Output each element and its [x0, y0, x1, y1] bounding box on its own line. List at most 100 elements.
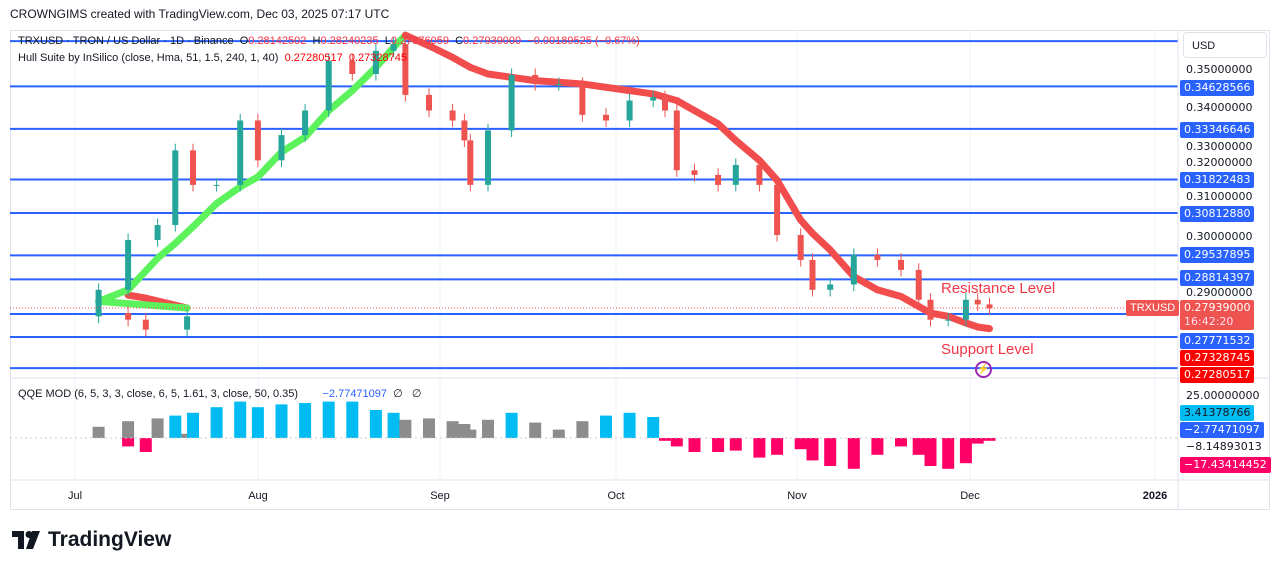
qqe-bar [92, 426, 105, 438]
candle-body [95, 289, 102, 317]
hull-legend[interactable]: Hull Suite by InSilico (close, Hma, 51, … [18, 52, 407, 64]
level-label: 0.28814397 [1180, 270, 1255, 286]
qqe-bar [847, 438, 860, 469]
price-tick: 0.35000000 [1186, 63, 1253, 76]
qqe-bar [122, 421, 135, 438]
low-value: 0.27876059 [390, 35, 449, 47]
candle-body [756, 164, 763, 185]
qqe-bar [446, 421, 459, 438]
symbol-title: TRXUSD · TRON / US Dollar · 1D · Binance [18, 35, 234, 47]
high-label: H [312, 35, 321, 47]
level-label: 0.30812880 [1180, 206, 1255, 222]
hull-segment [508, 73, 539, 85]
close-value: 0.27939000 [463, 35, 522, 47]
candle-body [154, 225, 161, 240]
candle-body [732, 164, 739, 185]
candle-body [508, 74, 515, 131]
time-label: Aug [248, 490, 268, 502]
hull-segment [484, 70, 516, 81]
candle-body [213, 184, 220, 186]
qqe-bar [251, 407, 264, 438]
candle-body [827, 284, 834, 290]
candle-body [426, 94, 432, 111]
candle-body [172, 150, 179, 226]
qqe-na-1: ∅ [393, 388, 403, 400]
candle-body [555, 83, 562, 85]
qqe-bar [600, 415, 612, 438]
qqe-bar [369, 410, 382, 438]
hull-segment [171, 223, 197, 247]
candle-body [691, 170, 698, 175]
candle-body [945, 319, 952, 321]
qqe-bar [942, 438, 955, 469]
hull-segment [826, 246, 858, 281]
hull-segment [154, 239, 179, 262]
price-tick: 0.32000000 [1186, 156, 1253, 169]
hull-segment [124, 254, 162, 294]
hull-segment [95, 297, 191, 312]
time-label: Nov [787, 490, 807, 502]
tradingview-wordmark: TradingView [48, 528, 172, 551]
hull-segment [732, 136, 763, 164]
hull-segment [95, 286, 132, 305]
tradingview-logo: TradingView [12, 528, 171, 552]
price-tick: 0.33000000 [1186, 140, 1253, 153]
qqe-legend[interactable]: QQE MOD (6, 5, 3, 3, close, 6, 5, 1.61, … [18, 387, 422, 400]
symbol-legend: TRXUSD · TRON / US Dollar · 1D · Binance… [18, 35, 640, 47]
candle-body [449, 110, 456, 121]
candle-body [125, 240, 132, 290]
qqe-bar [647, 417, 660, 438]
qqe-bar [505, 412, 518, 438]
hull-segment [755, 156, 781, 184]
qqe-bar [924, 438, 937, 466]
change-value: −0.00189525 (−0.67%) [527, 35, 640, 47]
qqe-bar [712, 438, 725, 452]
lightning-icon[interactable]: ⚡ [975, 361, 992, 378]
candle-body [467, 140, 474, 185]
qqe-bar [552, 429, 565, 438]
resistance-annotation: Resistance Level [941, 280, 1056, 297]
time-label: Dec [960, 490, 980, 502]
qqe-bar [623, 412, 636, 438]
hull-segment [278, 133, 309, 156]
qqe-na-2: ∅ [411, 388, 422, 400]
chart-attribution: CROWNGIMS created with TradingView.com, … [10, 7, 390, 21]
hull-segment [850, 273, 881, 294]
qqe-bar [983, 438, 996, 441]
open-label: O [239, 35, 249, 47]
candle-body [237, 120, 244, 185]
time-label: Oct [607, 490, 625, 502]
qqe-bar [187, 412, 199, 438]
candle-body [673, 110, 680, 171]
qqe-bar [659, 438, 671, 441]
hull-segment [602, 83, 634, 95]
qqe-bar [971, 438, 984, 444]
currency-selector[interactable]: USD [1183, 32, 1267, 58]
qqe-bar [688, 438, 701, 452]
candle-body [579, 83, 586, 115]
time-label: Jul [67, 490, 83, 502]
candle-body [125, 313, 132, 320]
hull-segment [401, 31, 433, 50]
symbol-tag: TRXUSD [1126, 300, 1180, 316]
level-label: 0.31822483 [1180, 172, 1255, 188]
qqe-bar [959, 438, 972, 464]
hull-value-1: 0.27280517 [284, 52, 343, 64]
hull-segment [301, 107, 333, 141]
candle-body [715, 174, 722, 185]
hull-label: Hull Suite by InSilico (close, Hma, 51, … [18, 52, 279, 64]
candle-body [915, 269, 922, 300]
hull-segment [325, 87, 356, 115]
candle-body [349, 60, 356, 74]
candle-body [142, 319, 149, 330]
open-value: 0.28142502 [248, 35, 307, 47]
qqe-bar [871, 438, 884, 455]
price-tick: 0.34000000 [1186, 101, 1253, 114]
qqe-bar [670, 438, 683, 447]
hull-segment [425, 42, 457, 61]
hull-segment [626, 87, 657, 98]
time-label: Sep [430, 490, 450, 502]
qqe-bar [399, 419, 412, 438]
hull-segment [773, 176, 805, 224]
